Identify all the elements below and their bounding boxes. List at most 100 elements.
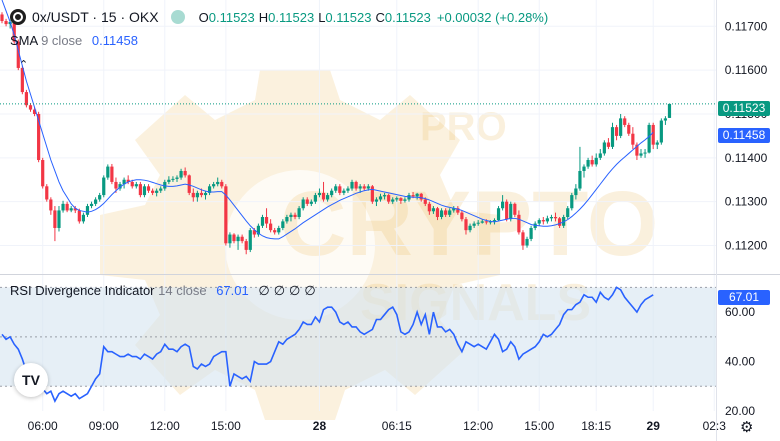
rsi-value-tag: 67.01 <box>718 290 770 305</box>
rsi-value: 67.01 <box>216 283 249 298</box>
candle-body <box>309 201 313 204</box>
candle-body <box>444 210 448 215</box>
sma-value: 0.11458 <box>91 33 138 48</box>
candle-body <box>114 181 118 189</box>
candle-body <box>264 217 269 224</box>
candle-body <box>358 186 362 189</box>
candle-body <box>545 218 549 222</box>
candle-body <box>566 208 570 218</box>
candle-body <box>183 170 187 176</box>
candle-body <box>602 142 606 154</box>
symbol-title[interactable]: 0x/USDT · 15 · OKX <box>32 9 159 25</box>
candle-body <box>277 227 281 233</box>
candle-body <box>505 201 509 220</box>
high-value: 0.11523 <box>268 9 315 25</box>
low-label: L <box>318 9 326 25</box>
candle-body <box>98 195 102 200</box>
time-axis[interactable]: 06:00 09:00 12:00 15:00 28 06:15 12:00 15:00 18:… <box>28 419 727 433</box>
candle-body <box>289 214 293 218</box>
time-tick-label: 28 <box>313 419 327 433</box>
exchange-logo-icon <box>10 9 26 25</box>
candle-body <box>525 238 529 246</box>
candle-body <box>521 232 525 246</box>
candle-body <box>541 220 545 222</box>
rsi-params: 14 close <box>158 283 207 298</box>
candle-body <box>207 186 212 193</box>
candle-body <box>317 192 322 196</box>
candle-body <box>627 124 631 134</box>
candle-body <box>655 142 659 145</box>
candle-body <box>24 92 29 106</box>
candle-body <box>179 170 183 178</box>
candle-body <box>435 208 440 218</box>
candle-body <box>431 208 436 212</box>
candle-body <box>387 195 391 202</box>
rsi-line <box>1 286 654 403</box>
open-value: 0.11523 <box>208 9 255 25</box>
candle-body <box>138 184 142 196</box>
candle-body <box>594 157 598 165</box>
candle-body <box>77 210 81 222</box>
candle-body <box>175 177 179 179</box>
candle-body <box>484 221 488 223</box>
rsi-line-series <box>1 286 654 403</box>
candle-body <box>326 195 330 200</box>
candle-body <box>220 181 224 187</box>
rsi-empty-value: ∅ <box>289 283 305 298</box>
candle-body <box>330 190 334 196</box>
candle-body <box>4 21 8 25</box>
candle-body <box>623 118 627 125</box>
low-value: 0.11523 <box>325 9 372 25</box>
candle-body <box>244 241 248 250</box>
candle-body <box>293 214 297 218</box>
close-value: 0.11523 <box>384 9 431 25</box>
candle-body <box>69 208 73 211</box>
rsi-empty-value: ∅ <box>273 283 290 298</box>
candle-body <box>212 184 216 187</box>
rsi-empty-value: ∅ <box>304 283 320 298</box>
candle-body <box>553 217 558 219</box>
sma-legend[interactable]: SMA 9 close 0.11458 <box>10 33 138 48</box>
candle-body <box>171 178 175 180</box>
settings-gear-icon[interactable]: ⚙ <box>740 419 754 436</box>
rsi-legend[interactable]: RSI Divergence Indicator 14 close 67.01 … <box>10 283 320 299</box>
candle-body <box>232 234 236 242</box>
candle-body <box>423 199 427 204</box>
candle-body <box>159 188 163 191</box>
tradingview-logo-icon[interactable]: TV <box>14 363 48 397</box>
collapse-legend-icon[interactable]: ⌃ <box>19 59 29 71</box>
candle-body <box>639 153 643 156</box>
candle-body <box>20 67 24 93</box>
sma-line <box>1 0 654 240</box>
candle-body <box>370 186 374 202</box>
candle-body <box>590 160 594 165</box>
candle-body <box>399 198 403 201</box>
rsi-tick-label: 20.00 <box>725 404 755 418</box>
candle-body <box>167 179 171 182</box>
candle-body <box>452 208 456 211</box>
candle-body <box>411 195 415 197</box>
candle-body <box>350 181 354 189</box>
interval-label: 15 <box>101 9 117 25</box>
candle-body <box>509 203 513 220</box>
candle-body <box>362 186 366 189</box>
candle-body <box>224 186 228 244</box>
time-tick-label: 12:00 <box>463 419 493 433</box>
candle-body <box>203 192 208 196</box>
candle-body <box>130 181 134 187</box>
time-tick-label: 02:3 <box>703 419 727 433</box>
symbol-header: 0x/USDT · 15 · OKX O 0.11523 H 0.11523 L 0.… <box>0 0 548 34</box>
change-value: +0.00032 (+0.28%) <box>436 9 549 25</box>
candle-body <box>378 196 383 200</box>
time-tick-label: 29 <box>647 419 661 433</box>
sma-line-series <box>1 0 654 240</box>
candle-body <box>574 188 578 196</box>
time-tick-label: 15:00 <box>524 419 554 433</box>
rsi-axis[interactable]: 60.00 40.00 20.00 <box>725 305 755 418</box>
candle-body <box>146 186 151 191</box>
candle-body <box>586 160 590 167</box>
rsi-band-fill <box>0 287 716 387</box>
candle-body <box>468 225 472 231</box>
watermark-gear-hole <box>225 170 375 320</box>
